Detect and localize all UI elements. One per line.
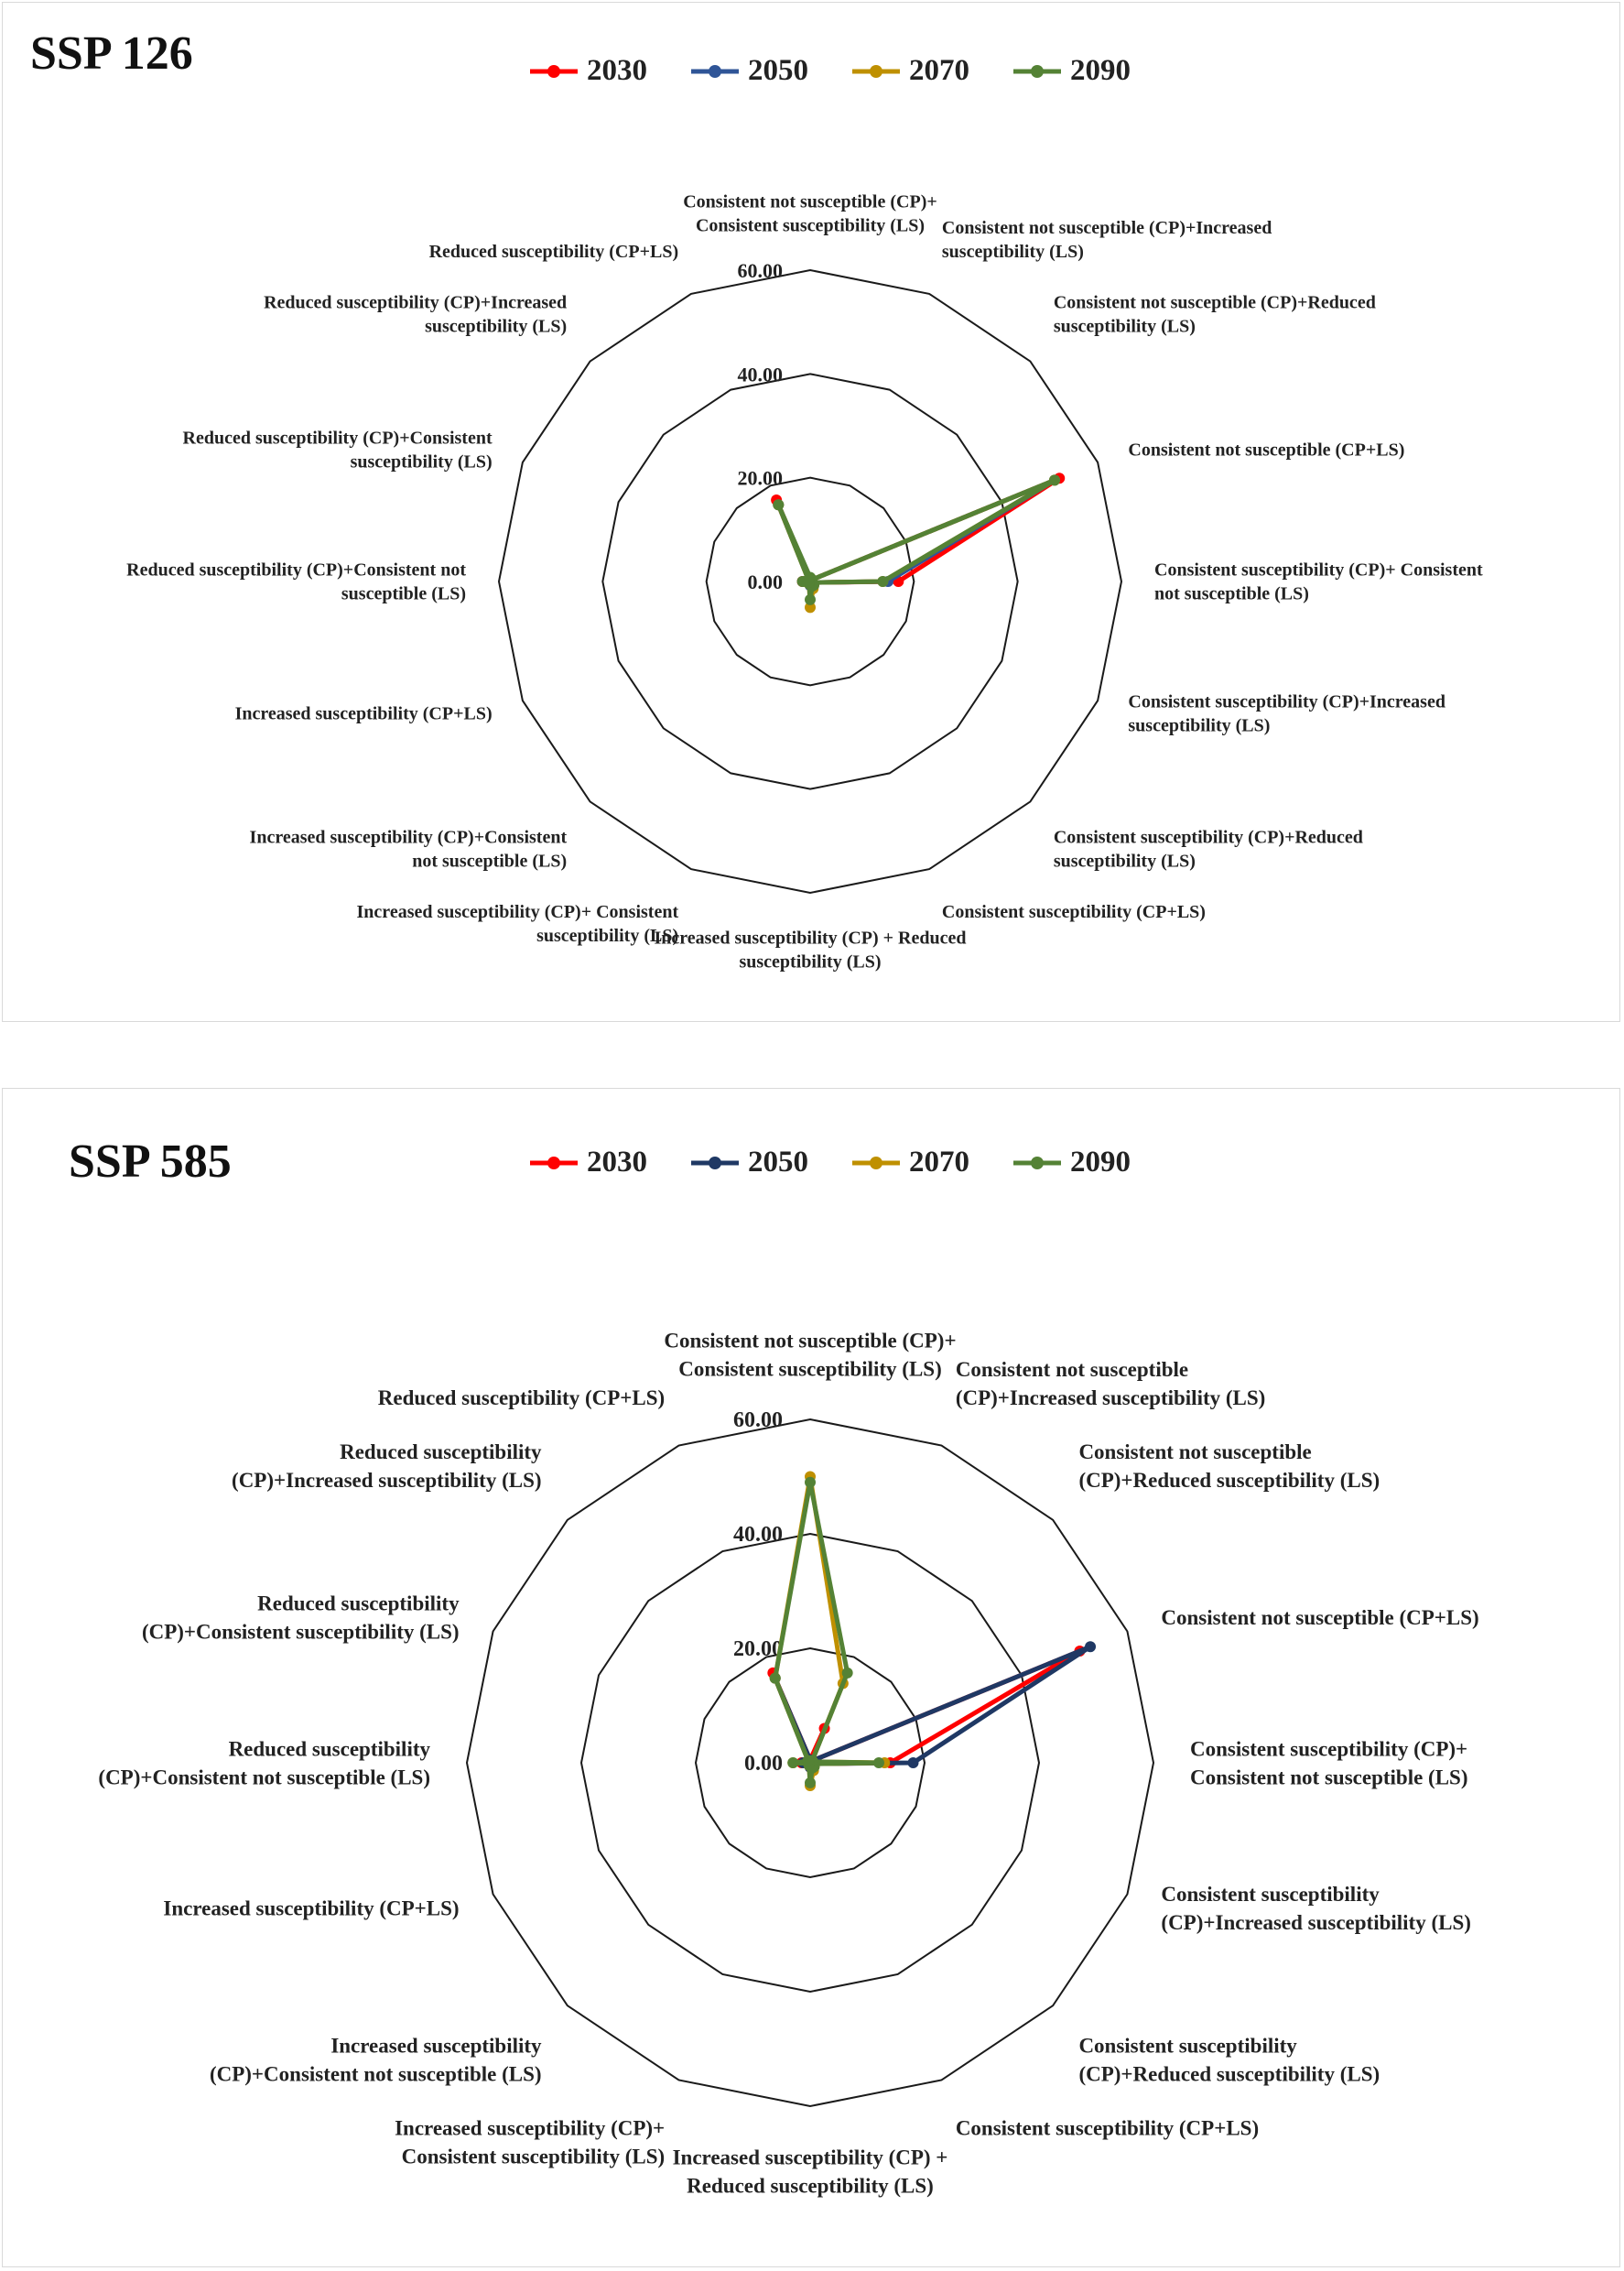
axis-category-label: Reduced susceptibility (CP)+Consistent su…	[142, 1592, 460, 1643]
data-point-2090	[802, 1755, 814, 1766]
axis-category-label: Increased susceptibility (CP)+Consistent…	[395, 2117, 665, 2168]
axis-category-label: Reduced susceptibility (CP)+Increased sus…	[264, 293, 567, 337]
axis-category-label: Consistent not susceptible (CP)+Increased…	[956, 1358, 1266, 1409]
tick-label: 20.00	[733, 1637, 783, 1661]
grid-ring	[705, 476, 915, 687]
legend-label: 2050	[748, 54, 808, 87]
grid-ring	[465, 1418, 1155, 2108]
tick-label: 60.00	[738, 259, 784, 282]
data-point-2090	[877, 576, 889, 587]
legend-swatch	[691, 64, 739, 78]
legend-item-2050: 2050	[687, 54, 808, 88]
axis-category-label: Increased susceptibility (CP)+Consistent …	[210, 2035, 542, 2086]
axis-category-label: Consistent susceptibility (CP)+Reduced su…	[1054, 827, 1363, 871]
radar-chart-ssp126: 0.00 20.00 40.00 60.00 Consistent not suscep…	[126, 192, 1483, 973]
axis-category-label: Increased susceptibility (CP) + Reduced s…	[673, 2146, 948, 2197]
legend-label: 2050	[748, 1146, 808, 1179]
data-point-2090	[802, 573, 814, 585]
chart-panel-ssp126: SSP 126 2030 2050 2070 2090 0.00 20.00 40.00 6…	[2, 2, 1620, 1022]
axis-category-label: Consistent susceptibility (CP)+ Consisten…	[1190, 1737, 1468, 1788]
axis-category-label: Reduced susceptibility (CP)+Consistent n…	[126, 560, 466, 604]
chart-title: SSP 585	[69, 1136, 232, 1188]
data-point-2070	[805, 602, 816, 614]
axis-category-label: Reduced susceptibility (CP)+Consistent no…	[98, 1737, 430, 1788]
legend-item-2070: 2070	[849, 54, 969, 88]
legend-item-2090: 2090	[1010, 54, 1131, 88]
legend-swatch	[530, 1156, 578, 1169]
axis-category-label: Consistent not susceptible (CP)+Increase…	[942, 218, 1272, 262]
data-point-2090	[1049, 474, 1061, 486]
data-point-2090	[773, 499, 785, 511]
legend-swatch	[691, 1156, 739, 1169]
data-point-2090	[805, 1476, 816, 1488]
axis-category-label: Increased susceptibility (CP)+Consistent…	[250, 827, 568, 871]
legend-label: 2090	[1070, 54, 1131, 87]
tick-label: 60.00	[733, 1408, 783, 1432]
legend-swatch	[1013, 1156, 1061, 1169]
chart-legend: 2030 2050 2070 2090	[526, 1146, 1131, 1179]
axis-category-label: Increased susceptibility (CP) + Reduced s…	[654, 929, 966, 973]
axis-category-label: Consistent susceptibility (CP+LS)	[942, 902, 1206, 922]
tick-label: 20.00	[738, 467, 784, 490]
axis-category-label: Reduced susceptibility (CP+LS)	[429, 242, 679, 262]
data-point-2090	[841, 1667, 853, 1679]
axis-category-label: Increased susceptibility (CP+LS)	[163, 1897, 459, 1920]
axis-category-label: Consistent susceptibility (CP)+Increased …	[1161, 1883, 1471, 1934]
legend-item-2030: 2030	[526, 54, 647, 88]
tick-label: 0.00	[748, 570, 784, 593]
legend-label: 2030	[587, 1146, 647, 1179]
legend-swatch	[1013, 64, 1061, 78]
series-line-2050	[773, 1644, 1093, 1770]
axis-category-label: Consistent not susceptible (CP)+ Consiste…	[664, 1329, 956, 1380]
tick-label: 40.00	[738, 363, 784, 386]
axis-category-label: Reduced susceptibility (CP)+Increased sus…	[232, 1440, 542, 1492]
grid-ring	[579, 1532, 1041, 1994]
legend-swatch	[852, 1156, 900, 1169]
data-point-2090	[873, 1757, 884, 1768]
data-point-2090	[805, 593, 816, 605]
legend-swatch	[530, 64, 578, 78]
grid-ring	[497, 268, 1123, 895]
axis-category-label: Increased susceptibility (CP)+ Consisten…	[357, 902, 679, 946]
legend-item-2030: 2030	[526, 1146, 647, 1179]
legend-item-2090: 2090	[1010, 1146, 1131, 1179]
axis-category-label: Consistent susceptibility (CP)+ Consiste…	[1154, 560, 1483, 604]
axis-category-label: Consistent susceptibility (CP)+Reduced su…	[1078, 2035, 1380, 2086]
legend-label: 2030	[587, 54, 647, 87]
axis-category-label: Consistent susceptibility (CP)+Increased…	[1128, 691, 1445, 735]
tick-label: 40.00	[733, 1523, 783, 1547]
axis-category-label: Consistent susceptibility (CP+LS)	[956, 2117, 1259, 2140]
axis-category-label: Consistent not susceptible (CP)+ Consiste…	[683, 192, 937, 236]
chart-legend: 2030 2050 2070 2090	[526, 54, 1131, 88]
series-line-2090	[775, 477, 1057, 603]
axis-category-label: Consistent not susceptible (CP)+Reduced s…	[1054, 293, 1376, 337]
data-point-2090	[787, 1757, 799, 1768]
chart-panel-ssp585: SSP 585 2030 2050 2070 2090 0.00 20.00 40.00 6…	[2, 1088, 1620, 2267]
tick-label: 0.00	[744, 1752, 783, 1776]
data-point-2090	[769, 1672, 781, 1684]
axis-category-label: Consistent not susceptible (CP)+Reduced s…	[1078, 1440, 1380, 1492]
legend-label: 2090	[1070, 1146, 1131, 1179]
axis-category-label: Consistent not susceptible (CP+LS)	[1161, 1606, 1478, 1629]
legend-label: 2070	[909, 1146, 969, 1179]
legend-item-2050: 2050	[687, 1146, 808, 1179]
chart-title: SSP 126	[30, 27, 193, 80]
axis-category-label: Reduced susceptibility (CP)+Consistent su…	[183, 429, 493, 473]
axis-category-label: Consistent not susceptible (CP+LS)	[1128, 440, 1404, 461]
grid-ring	[601, 373, 1019, 790]
data-point-2050	[907, 1757, 919, 1768]
radar-chart-ssp585: 0.00 20.00 40.00 60.00 Consistent not suscep…	[98, 1329, 1478, 2197]
data-point-2090	[805, 1777, 816, 1788]
legend-item-2070: 2070	[849, 1146, 969, 1179]
axis-category-label: Reduced susceptibility (CP+LS)	[378, 1386, 665, 1409]
legend-swatch	[852, 64, 900, 78]
axis-category-label: Increased susceptibility (CP+LS)	[235, 703, 493, 723]
legend-label: 2070	[909, 54, 969, 87]
data-point-2050	[1085, 1641, 1097, 1653]
grid-ring	[694, 1646, 926, 1879]
